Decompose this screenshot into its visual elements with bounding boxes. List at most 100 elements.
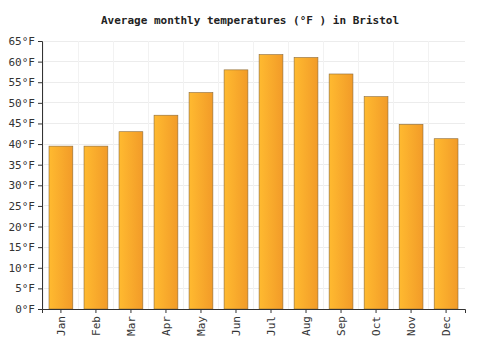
bar [189, 93, 213, 309]
y-tick-label: 0°F [15, 303, 35, 316]
y-tick: 0°F [15, 303, 42, 316]
x-tick-label: Jan [55, 316, 68, 336]
x-tick-label: Feb [90, 316, 103, 336]
x-tick-label: Mar [125, 316, 138, 336]
grid [42, 41, 465, 309]
x-tick-label: Aug [300, 316, 313, 336]
plot-area: 0°F 5°F 10°F 15°F 20°F 25°F 30°F 35°F 40°F 45°F 50… [9, 35, 466, 336]
x-tick-label: Dec [440, 316, 453, 336]
bar [224, 70, 248, 309]
grid-line-vertical [148, 41, 149, 309]
y-tick-mark [38, 123, 42, 124]
y-tick-mark [38, 103, 42, 104]
x-axis: Jan Feb Mar Apr May Jun Jul Aug Sep Oct Nov Dec [43, 309, 466, 336]
y-tick-label: 45°F [9, 117, 36, 130]
y-tick: 20°F [9, 221, 43, 234]
y-tick-mark [38, 41, 42, 42]
x-tick-label: Sep [335, 316, 348, 336]
y-tick: 65°F [9, 35, 43, 48]
grid-line-vertical [253, 41, 254, 309]
grid-line-vertical [43, 41, 44, 309]
x-tick-mark [271, 309, 272, 313]
x-tick-mark [60, 309, 61, 313]
y-tick: 50°F [9, 97, 43, 110]
x-tick-label: Nov [405, 316, 418, 336]
y-tick-mark [38, 309, 42, 310]
grid-line-vertical [323, 41, 324, 309]
y-tick-label: 60°F [9, 56, 36, 69]
y-tick-mark [38, 268, 42, 269]
x-tick: Feb [90, 309, 103, 336]
x-tick-label: Oct [370, 316, 383, 336]
bar [364, 97, 388, 309]
x-tick-mark [376, 309, 377, 313]
y-tick: 35°F [9, 159, 43, 172]
y-tick: 25°F [9, 200, 43, 213]
y-tick-label: 30°F [9, 179, 36, 192]
y-tick-mark [38, 62, 42, 63]
x-tick-mark [165, 309, 166, 313]
y-tick-label: 40°F [9, 138, 36, 151]
y-tick-mark [38, 206, 42, 207]
grid-line-vertical [288, 41, 289, 309]
x-tick-mark [235, 309, 236, 313]
x-tick-mark [411, 309, 412, 313]
grid-line-vertical [113, 41, 114, 309]
x-tick: Aug [300, 309, 313, 336]
y-axis: 0°F 5°F 10°F 15°F 20°F 25°F 30°F 35°F 40°F 45°F 50… [9, 35, 43, 316]
x-tick-label: Jun [230, 316, 243, 336]
grid-line-vertical [393, 41, 394, 309]
y-tick: 10°F [9, 262, 43, 275]
bar [49, 146, 73, 309]
x-tick: May [195, 309, 208, 336]
x-tick: Jul [265, 309, 278, 336]
y-tick-mark [38, 247, 42, 248]
y-tick-mark [38, 82, 42, 83]
y-tick: 60°F [9, 56, 43, 69]
x-tick-mark [95, 309, 96, 313]
bar [154, 115, 178, 309]
y-tick-label: 35°F [9, 159, 36, 172]
y-tick-mark [38, 288, 42, 289]
title: Average monthly temperatures (°F ) in Br… [101, 14, 399, 27]
x-tick-mark [446, 309, 447, 313]
bar [329, 74, 353, 309]
chart: 0°F 5°F 10°F 15°F 20°F 25°F 30°F 35°F 40°F 45°F 50… [0, 0, 500, 350]
bar [84, 146, 108, 309]
y-tick: 45°F [9, 117, 43, 130]
y-tick-label: 55°F [9, 76, 36, 89]
y-tick-label: 50°F [9, 97, 36, 110]
x-tick: Mar [125, 309, 138, 336]
x-tick-mark [306, 309, 307, 313]
x-tick-label: Apr [160, 316, 173, 336]
bar [259, 55, 283, 309]
y-tick: 5°F [15, 282, 42, 295]
x-axis-line [43, 310, 466, 314]
x-tick: Jun [230, 309, 243, 336]
bar [399, 124, 423, 309]
x-tick-mark [200, 309, 201, 313]
y-tick-label: 10°F [9, 262, 36, 275]
x-tick: Sep [335, 309, 348, 336]
y-tick: 15°F [9, 241, 43, 254]
y-axis-line [38, 42, 43, 310]
x-tick: Apr [160, 309, 173, 336]
y-tick-label: 15°F [9, 241, 36, 254]
y-tick-label: 25°F [9, 200, 36, 213]
y-tick: 30°F [9, 179, 43, 192]
x-tick-label: Jul [265, 316, 278, 336]
grid-line-vertical [78, 41, 79, 309]
y-tick-label: 65°F [9, 35, 36, 48]
grid-line-vertical [428, 41, 429, 309]
bar [119, 132, 143, 309]
y-tick: 55°F [9, 76, 43, 89]
y-tick-label: 5°F [15, 282, 35, 295]
x-tick: Nov [405, 309, 418, 336]
y-tick-mark [38, 185, 42, 186]
x-tick-label: May [195, 316, 208, 336]
y-tick-label: 20°F [9, 221, 36, 234]
grid-line-vertical [218, 41, 219, 309]
bar [434, 139, 458, 309]
x-tick: Jan [55, 309, 68, 336]
y-tick-mark [38, 165, 42, 166]
